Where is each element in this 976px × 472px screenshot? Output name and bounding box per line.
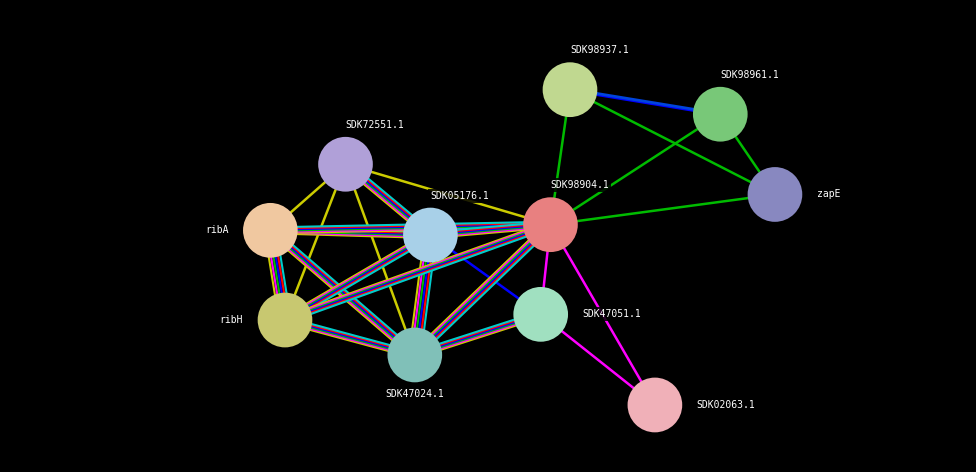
- Text: ribH: ribH: [220, 315, 243, 325]
- Text: SDK72551.1: SDK72551.1: [346, 120, 404, 130]
- Ellipse shape: [628, 378, 682, 432]
- Text: SDK98904.1: SDK98904.1: [550, 180, 609, 190]
- Ellipse shape: [243, 203, 298, 258]
- Ellipse shape: [387, 328, 442, 382]
- Ellipse shape: [693, 87, 748, 142]
- Text: SDK47024.1: SDK47024.1: [386, 389, 444, 399]
- Ellipse shape: [318, 137, 373, 192]
- Ellipse shape: [543, 62, 597, 117]
- Text: SDK47051.1: SDK47051.1: [583, 309, 641, 320]
- Ellipse shape: [513, 287, 568, 342]
- Text: SDK98961.1: SDK98961.1: [720, 70, 779, 80]
- Text: SDK02063.1: SDK02063.1: [697, 400, 755, 410]
- Text: zapE: zapE: [817, 189, 840, 200]
- Ellipse shape: [523, 197, 578, 252]
- Ellipse shape: [258, 293, 312, 347]
- Text: SDK98937.1: SDK98937.1: [570, 45, 629, 55]
- Ellipse shape: [748, 167, 802, 222]
- Ellipse shape: [403, 208, 458, 262]
- Text: ribA: ribA: [205, 225, 228, 236]
- Text: SDK05176.1: SDK05176.1: [430, 191, 489, 201]
